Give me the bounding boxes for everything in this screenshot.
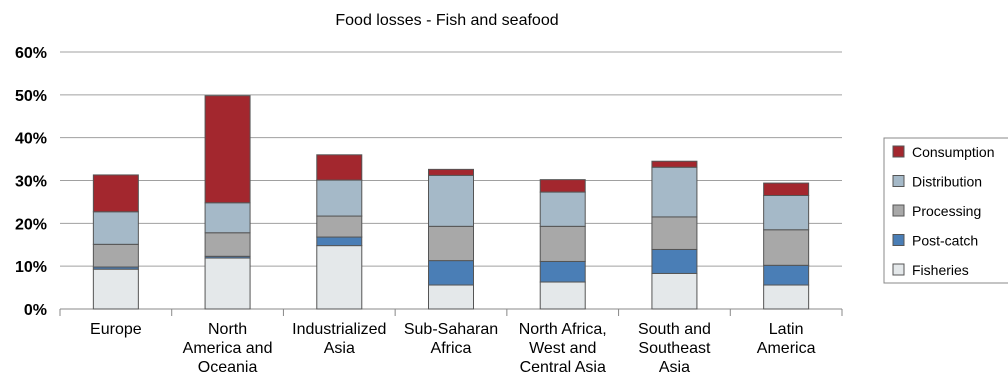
y-tick-label: 10%: [15, 259, 47, 276]
legend-label: Distribution: [912, 174, 982, 190]
legend-swatch-processing: [892, 204, 905, 217]
bar-segment-consumption: [428, 168, 474, 176]
bar-segment-consumption: [92, 174, 139, 213]
y-axis-ticks: 0% 10% 20% 30% 40% 50% 60%: [15, 45, 47, 319]
bar-segment-post-catch: [651, 248, 698, 274]
bar-segment-processing: [204, 232, 251, 257]
bar-segment-post-catch: [316, 236, 363, 247]
bar-segment-processing: [428, 225, 474, 262]
x-tick-label: Latin America: [757, 321, 816, 357]
bar-segment-distribution: [651, 166, 698, 218]
bar-segment-processing: [539, 225, 586, 262]
bar-segment-fisheries: [428, 284, 474, 310]
bar-segment-distribution: [92, 211, 139, 245]
bar-segment-processing: [316, 215, 363, 238]
bar-segment-distribution: [539, 191, 586, 227]
chart-title: Food losses - Fish and seafood: [335, 12, 558, 29]
x-tick-label: North Africa, West and Central Asia: [519, 321, 607, 376]
legend-label: Post-catch: [912, 233, 978, 249]
legend-label: Consumption: [912, 144, 995, 160]
x-tick-label: Industrialized Asia: [292, 321, 386, 357]
x-tick-label: North America and Oceania: [183, 321, 273, 376]
bar-segment-fisheries: [204, 257, 251, 310]
y-tick-label: 0%: [24, 302, 47, 319]
y-tick-label: 50%: [15, 88, 47, 105]
legend: Consumption Distribution Processing Post-ca…: [883, 137, 1008, 284]
bar-segment-consumption: [763, 182, 810, 196]
y-tick-label: 20%: [15, 216, 47, 233]
bar-segment-consumption: [316, 154, 363, 181]
bar-segment-distribution: [204, 202, 251, 234]
legend-label: Fisheries: [912, 262, 969, 278]
bar-segment-post-catch: [763, 264, 810, 286]
bar-segment-processing: [92, 243, 139, 268]
bar-segment-post-catch: [428, 260, 474, 286]
x-tick-label: South and Southeast Asia: [638, 321, 711, 376]
bar-segment-processing: [763, 229, 810, 266]
bar-segment-fisheries: [539, 281, 586, 310]
bar-segment-distribution: [428, 174, 474, 227]
x-tick-label: Sub-Saharan Africa: [404, 321, 498, 357]
bar-segment-consumption: [204, 95, 251, 204]
gridlines: [59, 51, 843, 316]
bar-segment-consumption: [651, 160, 698, 168]
y-tick-label: 40%: [15, 131, 47, 148]
bar-segment-post-catch: [539, 260, 586, 283]
bar-segment-fisheries: [763, 284, 810, 310]
y-tick-label: 30%: [15, 174, 47, 191]
bar-segment-fisheries: [316, 245, 363, 310]
legend-frame: [883, 137, 1008, 284]
bar-segment-fisheries: [92, 268, 139, 310]
legend-label: Processing: [912, 203, 981, 219]
bars: [92, 95, 810, 310]
bar-segment-fisheries: [651, 272, 698, 310]
bar-segment-processing: [651, 216, 698, 250]
bar-segment-consumption: [539, 179, 586, 193]
legend-swatch-fisheries: [892, 263, 905, 276]
legend-swatch-post-catch: [892, 234, 905, 246]
legend-swatch-consumption: [892, 145, 905, 158]
x-axis-ticks: Europe North America and Oceania Industriali…: [90, 321, 816, 376]
bar-segment-distribution: [763, 194, 810, 231]
bar-segment-distribution: [316, 179, 363, 217]
legend-swatch-distribution: [892, 175, 905, 187]
y-tick-label: 60%: [15, 45, 47, 62]
x-tick-label: Europe: [90, 321, 142, 338]
